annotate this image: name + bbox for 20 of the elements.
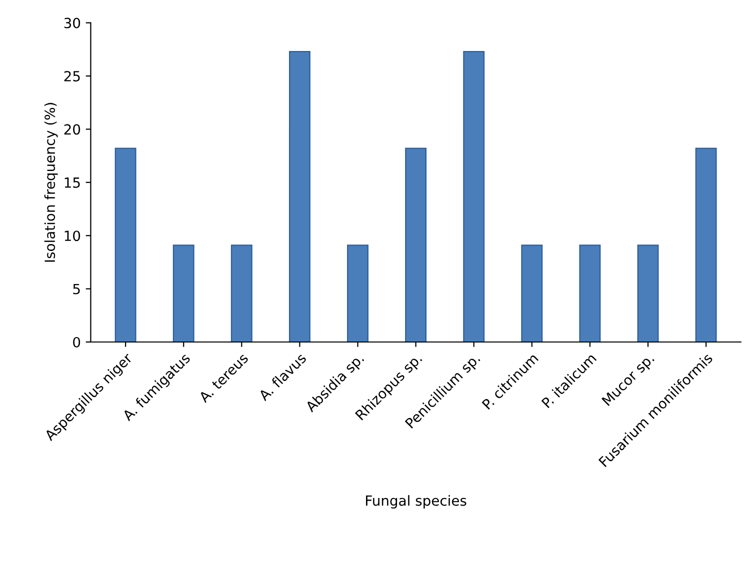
bar bbox=[347, 244, 368, 342]
bar bbox=[230, 244, 252, 342]
y-tick-label: 10 bbox=[64, 230, 80, 242]
bar bbox=[405, 148, 427, 342]
bar bbox=[695, 148, 717, 342]
bar bbox=[579, 244, 601, 342]
bar bbox=[637, 244, 659, 342]
y-axis-title: Isolation frequency (%) bbox=[44, 102, 58, 262]
bar bbox=[521, 244, 543, 342]
bar bbox=[172, 244, 194, 342]
bar bbox=[463, 50, 485, 342]
y-tick-label: 25 bbox=[64, 70, 80, 82]
bar bbox=[288, 50, 310, 342]
y-tick-label: 0 bbox=[73, 336, 80, 348]
y-tick-label: 5 bbox=[73, 284, 80, 294]
bar bbox=[114, 148, 136, 342]
y-tick-label: 15 bbox=[64, 178, 80, 188]
x-axis-title: Fungal species bbox=[366, 495, 466, 509]
y-tick-label: 30 bbox=[64, 18, 80, 28]
y-tick-label: 20 bbox=[64, 124, 80, 135]
